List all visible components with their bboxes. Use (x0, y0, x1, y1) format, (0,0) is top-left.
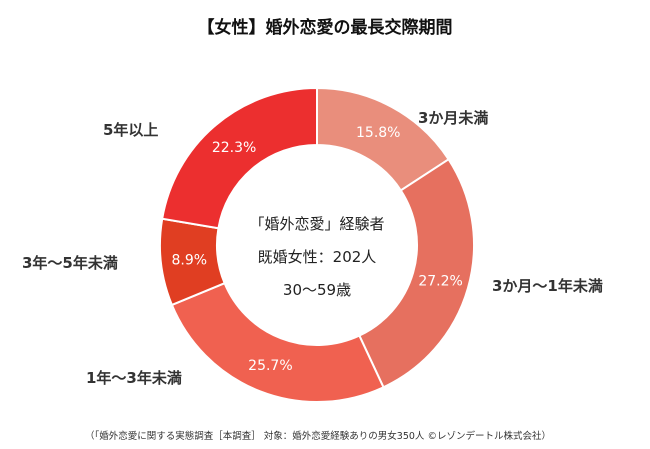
center-label: 「婚外恋愛」経験者 既婚女性：202人 30～59歳 (249, 215, 384, 299)
donut-slice-5 (161, 86, 318, 230)
percent-label-4: 8.9% (172, 252, 208, 268)
donut-slice-3 (170, 281, 385, 403)
percent-labels: 15.8% 27.2% 25.7% 8.9% 22.3% (172, 125, 463, 374)
category-labels: 3か月未満 3か月～1年未満 1年～3年未満 3年～5年未満 5年以上 (22, 109, 603, 387)
donut-slice-2 (358, 157, 475, 389)
percent-label-3: 25.7% (248, 358, 292, 374)
category-label-4: 3年～5年未満 (22, 254, 118, 272)
percent-label-2: 27.2% (418, 273, 462, 289)
percent-label-1: 15.8% (356, 125, 400, 141)
category-label-1: 3か月未満 (418, 109, 488, 127)
center-line-3: 30～59歳 (283, 281, 351, 299)
source-note: （「婚外恋愛に関する実態調査［本調査］ 対象：婚外恋愛経験ありの男女350人 ©… (85, 430, 551, 442)
percent-label-5: 22.3% (212, 140, 256, 156)
category-label-3: 1年～3年未満 (86, 369, 182, 387)
center-line-2: 既婚女性：202人 (258, 248, 377, 266)
donut-slices (159, 86, 475, 403)
chart-title: 【女性】婚外恋愛の最長交際期間 (198, 17, 453, 38)
category-label-2: 3か月～1年未満 (492, 277, 603, 295)
center-line-1: 「婚外恋愛」経験者 (249, 215, 384, 233)
category-label-5: 5年以上 (103, 121, 158, 139)
